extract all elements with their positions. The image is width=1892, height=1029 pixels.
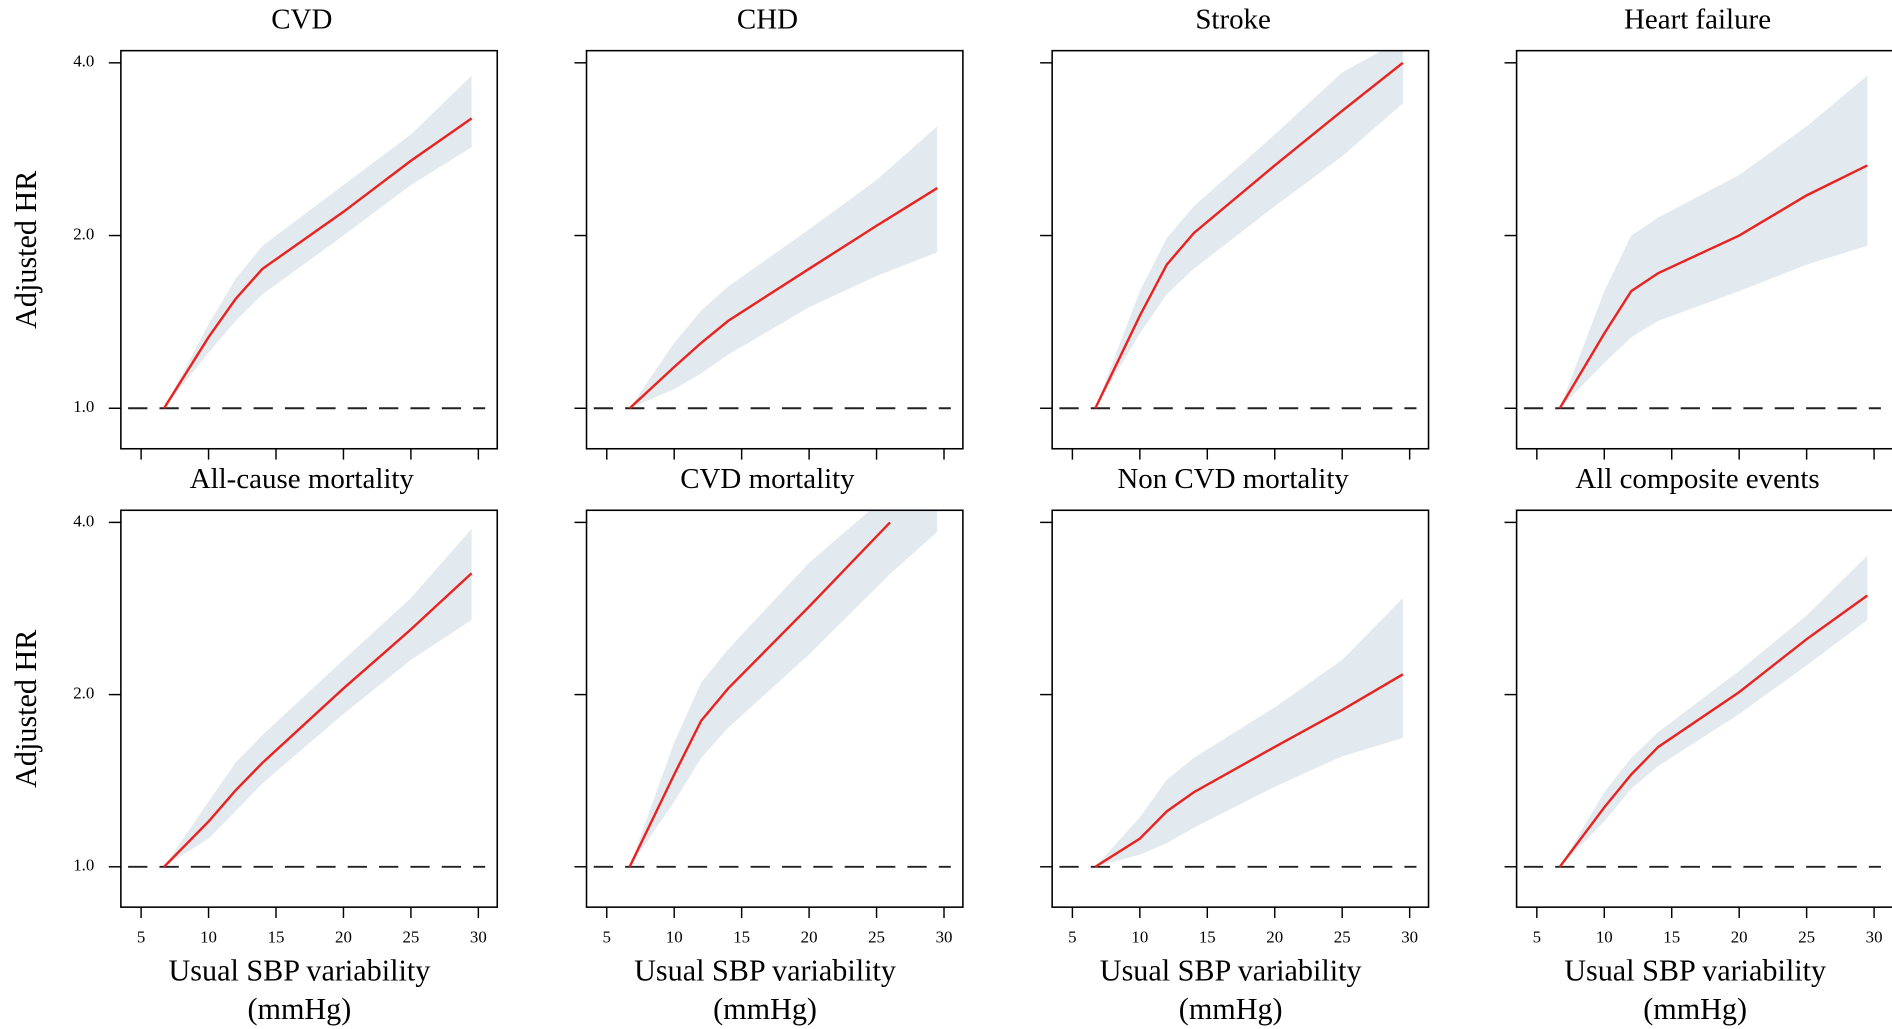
plot-frame (1051, 49, 1430, 450)
ci-band (164, 528, 472, 867)
plot-frame (1515, 509, 1892, 908)
ci-band (1559, 555, 1868, 867)
panel: 5 10 15 20 25 30 All composite events Usual SBP… (1504, 463, 1892, 1026)
y-tick-label: 1.0 (73, 397, 94, 416)
panel-title: Stroke (1195, 3, 1271, 35)
panel-title: Non CVD mortality (1117, 463, 1349, 495)
x-tick-label: 20 (335, 927, 352, 946)
x-axis-label: (mmHg) (1643, 992, 1747, 1026)
plot-frame (1051, 509, 1430, 908)
x-axis-label: Usual SBP variability (1564, 953, 1826, 987)
ci-band (1095, 50, 1403, 409)
panel: 1.0 2.0 4.0 5 10 15 20 25 30 All-cause mortality A… (9, 463, 499, 1026)
plot-frame (585, 49, 964, 450)
x-tick-label: 10 (200, 927, 217, 946)
x-tick-label: 25 (1798, 927, 1815, 946)
x-tick-label: 15 (1663, 927, 1680, 946)
plot-frame (1515, 49, 1892, 450)
ci-band (1095, 598, 1403, 867)
panel-title: All-cause mortality (190, 463, 415, 495)
x-axis-label: (mmHg) (1179, 992, 1283, 1026)
y-tick-label: 1.0 (73, 856, 94, 875)
x-tick-label: 10 (1131, 927, 1148, 946)
x-axis-label: Usual SBP variability (169, 953, 431, 987)
y-tick-label: 2.0 (73, 224, 94, 243)
x-tick-label: 20 (1266, 927, 1283, 946)
x-tick-label: 30 (470, 927, 487, 946)
ci-band (629, 510, 938, 867)
x-tick-label: 15 (733, 927, 750, 946)
panel: Heart failure (1504, 3, 1892, 460)
hr-line (1558, 594, 1869, 868)
x-tick-label: 20 (1731, 927, 1748, 946)
x-tick-label: 10 (1596, 927, 1613, 946)
x-axis-label: (mmHg) (248, 992, 352, 1026)
hr-line (1094, 61, 1404, 409)
plot-frame (120, 509, 499, 908)
x-tick-label: 5 (137, 927, 145, 946)
x-tick-label: 15 (1199, 927, 1216, 946)
x-tick-label: 25 (868, 927, 885, 946)
x-tick-label: 5 (603, 927, 611, 946)
x-tick-label: 5 (1068, 927, 1076, 946)
y-tick-label: 4.0 (73, 511, 94, 530)
panel: 1.0 2.0 4.0 CVD Adjusted HR (9, 3, 499, 460)
x-tick-label: 30 (1401, 927, 1418, 946)
x-tick-label: 5 (1533, 927, 1541, 946)
x-axis-label: Usual SBP variability (634, 953, 896, 987)
hr-line (628, 521, 891, 868)
x-tick-label: 30 (936, 927, 953, 946)
panel-title: Heart failure (1624, 3, 1771, 35)
hr-line (163, 572, 473, 868)
plot-frame (585, 509, 964, 908)
ci-band (164, 75, 472, 409)
x-tick-label: 10 (666, 927, 683, 946)
x-tick-label: 25 (402, 927, 419, 946)
x-tick-label: 20 (801, 927, 818, 946)
x-tick-label: 30 (1866, 927, 1883, 946)
panel-title: CHD (737, 3, 798, 35)
hr-line (163, 117, 473, 409)
hr-line (628, 187, 938, 410)
ci-band (1559, 75, 1868, 409)
y-axis-label: Adjusted HR (9, 170, 43, 329)
panel: CHD (574, 3, 964, 460)
panel: Stroke (1040, 3, 1430, 460)
plot-frame (120, 49, 499, 450)
x-axis-label: (mmHg) (713, 992, 817, 1026)
panel-title: All composite events (1575, 463, 1819, 495)
x-axis-label: Usual SBP variability (1100, 953, 1362, 987)
y-tick-label: 2.0 (73, 683, 94, 702)
panel-title: CVD (271, 3, 332, 35)
panel-title: CVD mortality (680, 463, 855, 495)
hr-line (1094, 673, 1404, 868)
panel: 5 10 15 20 25 30 Non CVD mortality Usual SBP va… (1040, 463, 1430, 1026)
hr-line (1558, 164, 1868, 409)
y-tick-label: 4.0 (73, 52, 94, 71)
x-tick-label: 25 (1334, 927, 1351, 946)
panel: 5 10 15 20 25 30 CVD mortality Usual SBP variab… (574, 463, 964, 1026)
y-axis-label: Adjusted HR (9, 629, 43, 788)
x-tick-label: 15 (268, 927, 285, 946)
